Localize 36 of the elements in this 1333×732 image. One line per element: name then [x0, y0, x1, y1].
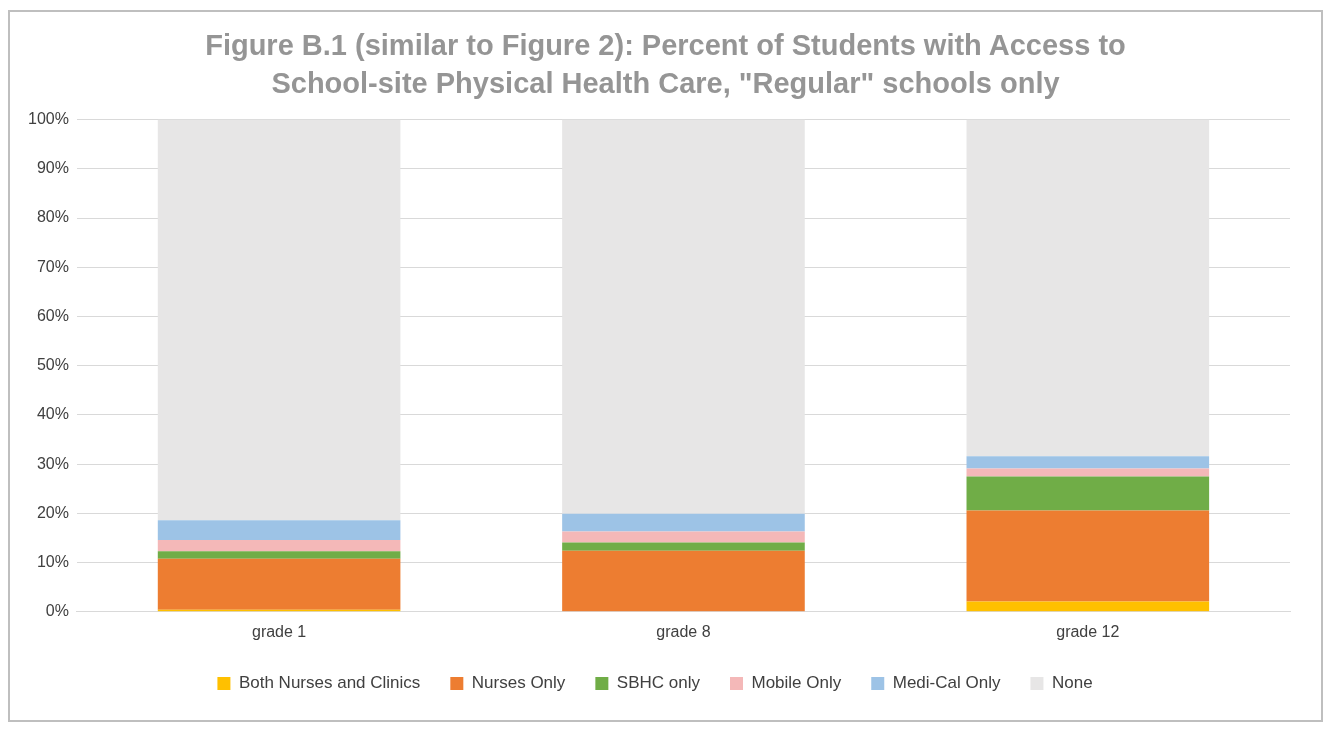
y-tick-label: 60%	[36, 306, 69, 324]
y-tick-label: 40%	[36, 405, 69, 423]
legend-label: Mobile Only	[751, 673, 842, 693]
bar	[966, 601, 1210, 612]
y-tick-label: 80%	[36, 208, 69, 226]
bar	[157, 558, 401, 610]
bar	[157, 119, 401, 521]
legend-label: None	[1051, 673, 1093, 693]
y-tick-label: 20%	[36, 503, 69, 521]
y-tick-label: 0%	[45, 602, 69, 620]
x-tick-label: grade 1	[251, 622, 307, 640]
bar	[562, 119, 805, 514]
bar	[966, 119, 1210, 457]
bar	[562, 531, 805, 543]
bar	[966, 456, 1210, 469]
legend-label: Both Nurses and Clinics	[238, 673, 421, 693]
bar	[157, 520, 401, 540]
bar	[157, 551, 401, 559]
bar	[966, 476, 1210, 511]
y-tick-label: 30%	[36, 454, 69, 472]
legend-label: Medi-Cal Only	[892, 673, 1001, 693]
x-tick-label: grade 12	[1056, 622, 1120, 640]
x-tick-label: grade 8	[656, 622, 711, 640]
bar	[562, 542, 805, 551]
bar	[966, 510, 1210, 602]
y-tick-label: 100%	[28, 110, 69, 128]
y-tick-label: 70%	[36, 257, 69, 275]
legend-label: SBHC only	[616, 673, 701, 693]
legend-label: Nurses Only	[471, 673, 566, 693]
y-tick-label: 90%	[36, 159, 69, 177]
bar	[562, 513, 805, 532]
bar	[157, 539, 401, 552]
y-tick-label: 10%	[36, 552, 69, 570]
bar	[562, 550, 805, 612]
y-tick-label: 50%	[36, 356, 69, 374]
chart-title: Figure B.1 (similar to Figure 2): Percent of Students with Access to School-site Physical Health Care, "Regular" schools only	[204, 28, 1127, 101]
